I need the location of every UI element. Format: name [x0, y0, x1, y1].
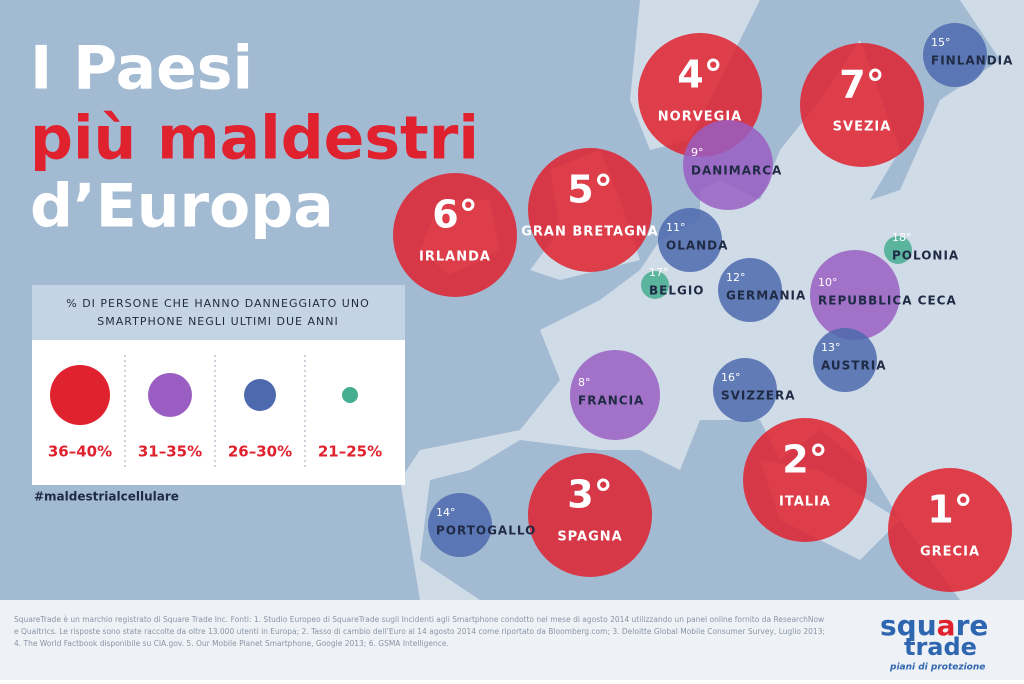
country-rank: 7°	[839, 63, 884, 107]
country-name: BELGIO	[649, 284, 705, 298]
legend-title: % DI PERSONE CHE HANNO DANNEGGIATO UNO	[66, 297, 370, 310]
country-rank: 3°	[567, 473, 612, 517]
title-line: più maldestri	[30, 104, 479, 174]
title-line: I Paesi	[30, 34, 253, 104]
country-name: PORTOGALLO	[436, 524, 536, 538]
country-rank: 1°	[927, 488, 972, 532]
country-circle	[528, 148, 652, 272]
country-rank: 11°	[666, 221, 686, 234]
footer-line: SquareTrade è un marchio registrato di S…	[14, 615, 824, 624]
legend: % DI PERSONE CHE HANNO DANNEGGIATO UNO S…	[32, 285, 405, 485]
title: I Paesi più maldestri d’Europa	[30, 34, 479, 242]
legend-label: 36–40%	[48, 443, 112, 461]
legend-swatch	[50, 365, 110, 425]
country-name: ITALIA	[779, 495, 831, 510]
country-circle	[813, 328, 877, 392]
country-name: OLANDA	[666, 239, 728, 253]
country-rank: 18°	[892, 231, 912, 244]
country-name: DANIMARCA	[691, 164, 782, 178]
country-rank: 17°	[649, 266, 669, 279]
country-name: SVEZIA	[833, 120, 892, 135]
legend-swatch	[148, 373, 192, 417]
footer-line: e Qualtrics. Le risposte sono state racc…	[14, 627, 825, 636]
country-rank: 8°	[578, 376, 591, 389]
country-circle	[743, 418, 867, 542]
country-rank: 16°	[721, 371, 741, 384]
country-rank: 4°	[677, 53, 722, 97]
country-circle	[713, 358, 777, 422]
country-rank: 12°	[726, 271, 746, 284]
legend-swatch	[342, 387, 358, 403]
country-name: GRECIA	[920, 545, 980, 560]
country-rank: 6°	[432, 193, 477, 237]
legend-items: 36–40% 31–35% 26–30% 21–25%	[48, 355, 382, 470]
logo-part: squ	[880, 609, 937, 642]
country-circle	[683, 120, 773, 210]
country-rank: 2°	[782, 438, 827, 482]
countries: 1°GRECIA2°ITALIA3°SPAGNA4°NORVEGIA5°GRAN…	[393, 23, 1013, 592]
legend-label: 21–25%	[318, 443, 382, 461]
country-circle	[428, 493, 492, 557]
footer-text: SquareTrade è un marchio registrato di S…	[14, 615, 825, 648]
legend-label: 31–35%	[138, 443, 202, 461]
title-line: d’Europa	[30, 172, 334, 242]
legend-header	[32, 285, 405, 340]
hashtag: #maldestrialcellulare	[34, 490, 179, 504]
country-circle	[810, 250, 900, 340]
logo-text: square	[880, 609, 988, 642]
legend-label: 26–30%	[228, 443, 292, 461]
logo-text: trade	[904, 633, 977, 661]
country-circle	[800, 43, 924, 167]
country-name: IRLANDA	[419, 250, 491, 265]
country-circle	[923, 23, 987, 87]
country-rank: 14°	[436, 506, 456, 519]
legend-title: SMARTPHONE NEGLI ULTIMI DUE ANNI	[97, 315, 338, 328]
country-name: SVIZZERA	[721, 389, 796, 403]
country-circle	[393, 173, 517, 297]
country-rank: 15°	[931, 36, 951, 49]
country-circle	[888, 468, 1012, 592]
country-name: POLONIA	[892, 249, 959, 263]
country-circle	[658, 208, 722, 272]
logo-tagline: piani di protezione	[889, 663, 985, 673]
legend-swatch	[244, 379, 276, 411]
footer-band	[0, 600, 1024, 680]
country-name: SPAGNA	[557, 530, 622, 545]
logo: square trade piani di protezione	[880, 609, 988, 673]
country-name: FRANCIA	[578, 394, 644, 408]
country-rank: 13°	[821, 341, 841, 354]
country-rank: 10°	[818, 276, 838, 289]
country-rank: 5°	[567, 168, 612, 212]
country-rank: 9°	[691, 146, 704, 159]
country-circle	[718, 258, 782, 322]
logo-part: re	[956, 609, 989, 642]
country-circle	[641, 271, 669, 299]
country-name: FINLANDIA	[931, 54, 1013, 68]
country-name: AUSTRIA	[821, 359, 886, 373]
country-circle	[528, 453, 652, 577]
footer-line: 4. The World Factbook disponibile su CIA…	[14, 639, 449, 648]
country-circle	[884, 236, 912, 264]
country-name: GRAN BRETAGNA	[521, 225, 658, 240]
logo-part: a	[937, 609, 956, 642]
country-name: REPUBBLICA CECA	[818, 294, 957, 308]
country-circle	[570, 350, 660, 440]
country-name: GERMANIA	[726, 289, 806, 303]
